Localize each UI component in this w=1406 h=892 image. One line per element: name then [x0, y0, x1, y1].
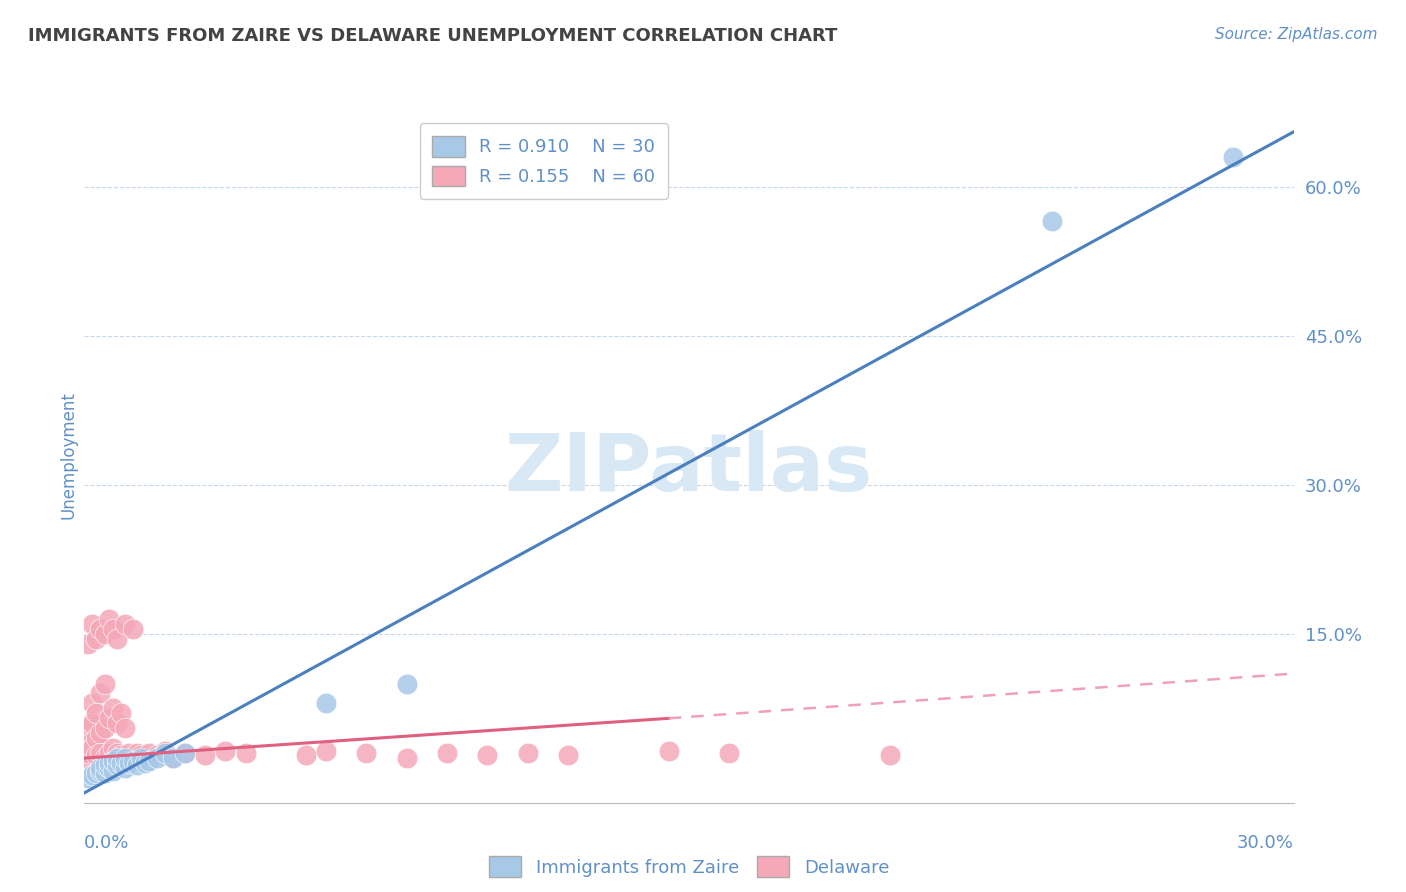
Point	[110, 748, 132, 763]
Point	[114, 751, 136, 765]
Point	[101, 701, 124, 715]
Point	[97, 612, 120, 626]
Point	[97, 746, 120, 760]
Point	[658, 744, 681, 758]
Point	[114, 721, 136, 735]
Point	[516, 746, 538, 760]
Point	[105, 716, 128, 731]
Point	[93, 627, 115, 641]
Point	[1040, 214, 1063, 228]
Point	[162, 751, 184, 765]
Point	[315, 744, 337, 758]
Point	[718, 746, 741, 760]
Point	[395, 676, 418, 690]
Point	[1222, 150, 1244, 164]
Point	[118, 746, 141, 760]
Point	[295, 748, 318, 763]
Point	[82, 768, 104, 782]
Point	[110, 706, 132, 721]
Text: Source: ZipAtlas.com: Source: ZipAtlas.com	[1215, 27, 1378, 42]
Point	[75, 751, 97, 765]
Point	[93, 676, 115, 690]
Point	[118, 756, 141, 770]
Point	[557, 748, 579, 763]
Point	[79, 736, 101, 750]
Point	[89, 764, 111, 778]
Point	[477, 748, 499, 763]
Point	[146, 748, 169, 763]
Text: IMMIGRANTS FROM ZAIRE VS DELAWARE UNEMPLOYMENT CORRELATION CHART: IMMIGRANTS FROM ZAIRE VS DELAWARE UNEMPL…	[28, 27, 838, 45]
Point	[101, 764, 124, 778]
Point	[129, 751, 152, 765]
Point	[129, 748, 152, 763]
Point	[436, 746, 458, 760]
Point	[101, 741, 124, 756]
Point	[174, 746, 197, 760]
Point	[138, 746, 160, 760]
Point	[121, 622, 143, 636]
Point	[125, 746, 148, 760]
Text: 30.0%: 30.0%	[1237, 834, 1294, 852]
Legend: R = 0.910    N = 30, R = 0.155    N = 60: R = 0.910 N = 30, R = 0.155 N = 60	[420, 123, 668, 199]
Point	[97, 761, 120, 775]
Point	[89, 726, 111, 740]
Point	[86, 731, 108, 746]
Point	[153, 746, 176, 760]
Point	[89, 686, 111, 700]
Point	[82, 616, 104, 631]
Point	[89, 746, 111, 760]
Point	[395, 751, 418, 765]
Point	[134, 756, 156, 770]
Point	[138, 754, 160, 768]
Point	[153, 744, 176, 758]
Point	[82, 697, 104, 711]
Point	[162, 751, 184, 765]
Point	[82, 741, 104, 756]
Point	[82, 716, 104, 731]
Point	[105, 751, 128, 765]
Point	[77, 637, 100, 651]
Point	[174, 746, 197, 760]
Point	[77, 746, 100, 760]
Point	[134, 751, 156, 765]
Point	[146, 751, 169, 765]
Point	[105, 746, 128, 760]
Point	[105, 632, 128, 646]
Point	[315, 697, 337, 711]
Point	[121, 751, 143, 765]
Point	[101, 754, 124, 768]
Point	[214, 744, 236, 758]
Point	[114, 616, 136, 631]
Point	[121, 754, 143, 768]
Point	[105, 758, 128, 772]
Point	[114, 751, 136, 765]
Point	[93, 766, 115, 780]
Point	[86, 766, 108, 780]
Point	[356, 746, 378, 760]
Y-axis label: Unemployment: Unemployment	[59, 391, 77, 519]
Point	[114, 761, 136, 775]
Point	[86, 706, 108, 721]
Point	[86, 748, 108, 763]
Point	[879, 748, 901, 763]
Point	[77, 721, 100, 735]
Point	[97, 756, 120, 770]
Point	[93, 751, 115, 765]
Point	[194, 748, 217, 763]
Text: 0.0%: 0.0%	[84, 834, 129, 852]
Point	[89, 622, 111, 636]
Point	[101, 622, 124, 636]
Text: ZIPatlas: ZIPatlas	[505, 430, 873, 508]
Point	[93, 758, 115, 772]
Point	[110, 756, 132, 770]
Point	[93, 721, 115, 735]
Point	[125, 758, 148, 772]
Point	[86, 632, 108, 646]
Point	[97, 711, 120, 725]
Point	[235, 746, 257, 760]
Point	[77, 771, 100, 785]
Point	[89, 761, 111, 775]
